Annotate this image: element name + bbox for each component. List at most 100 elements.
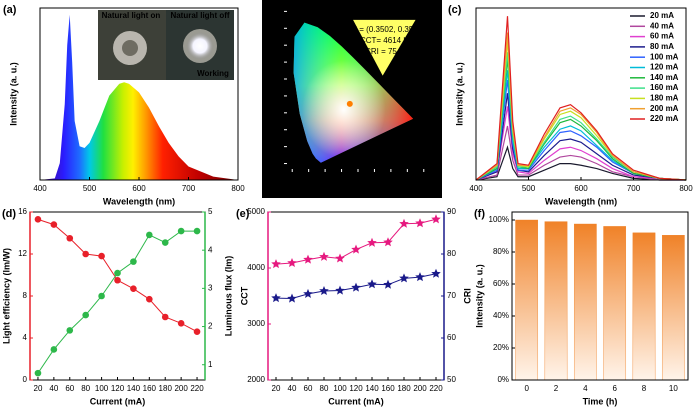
- x-tick-label: 800: [231, 184, 245, 193]
- inset-label: Working: [197, 69, 229, 78]
- x-tick-label: 8: [642, 384, 647, 393]
- legend-label: 120 mA: [650, 63, 679, 72]
- x-tick-label: 180: [397, 384, 411, 393]
- star-marker: [351, 282, 361, 292]
- x-tick-label: 20: [34, 384, 43, 393]
- circle-marker: [146, 295, 153, 303]
- y-tick-label: 0.5: [270, 74, 282, 83]
- x-tick-label: 500: [83, 184, 97, 193]
- y-tick-label: 4: [23, 333, 28, 342]
- circle-marker: [193, 227, 201, 235]
- callout: [353, 19, 416, 76]
- led-off-core: [122, 40, 138, 56]
- legend-label: 200 mA: [650, 104, 679, 113]
- y2-tick-label: 3: [208, 283, 213, 292]
- spectrum-area: [40, 14, 238, 180]
- x-tick-label: 0.3: [336, 176, 348, 185]
- x-tick-label: 0.6: [385, 176, 397, 185]
- x-tick-label: 120: [111, 384, 125, 393]
- spectrum-line: [475, 70, 687, 181]
- y-tick-label: 0.8: [270, 23, 282, 32]
- star-marker: [303, 288, 313, 298]
- spectrum-line: [475, 80, 687, 181]
- y-tick-label: 0: [23, 375, 28, 384]
- x-axis-label: Current (mA): [90, 396, 146, 406]
- x-tick-label: 80: [320, 384, 329, 393]
- inset-label: Natural light on: [102, 11, 161, 20]
- x-tick-label: 100: [95, 384, 109, 393]
- star-marker: [319, 285, 329, 296]
- x-tick-label: 100: [333, 384, 347, 393]
- star-marker: [415, 218, 425, 228]
- star-marker: [287, 293, 297, 303]
- circle-marker: [34, 216, 42, 223]
- y-tick-label: 80%: [493, 247, 509, 256]
- y-tick-label: 100%: [489, 215, 509, 224]
- x-tick-label: 200: [413, 384, 427, 393]
- star-marker: [399, 273, 409, 283]
- y2-axis-label: Luminous flux (lm): [223, 256, 233, 337]
- series-line: [275, 218, 437, 265]
- y-tick-label: 0%: [497, 375, 509, 384]
- y2-tick-label: 2: [208, 322, 213, 331]
- y-tick-label: 0.2: [270, 125, 282, 134]
- cie-gamut-white: [293, 22, 414, 163]
- y2-axis-label: CRI: [462, 288, 472, 304]
- bar: [573, 223, 597, 381]
- x-tick-label: 0.2: [320, 176, 332, 185]
- cie-point: [346, 100, 353, 107]
- x-tick-label: 40: [49, 384, 58, 393]
- legend-label: 180 mA: [650, 94, 679, 103]
- y-axis-label: CCT: [239, 286, 249, 305]
- y-axis-label: Intensity (a. u.): [474, 264, 484, 328]
- star-marker: [335, 285, 345, 295]
- bar: [661, 234, 685, 381]
- bar: [603, 226, 627, 381]
- star-marker: [303, 254, 313, 264]
- panel-label: (e): [236, 208, 250, 220]
- star-marker: [415, 272, 425, 282]
- y-tick-label: 16: [18, 207, 27, 216]
- y2-tick-label: 50: [447, 375, 456, 384]
- star-marker: [367, 237, 377, 247]
- legend-label: 80 mA: [650, 42, 674, 51]
- circle-marker: [177, 227, 185, 235]
- x-tick-label: 160: [381, 384, 395, 393]
- y-tick-label: 0.4: [270, 91, 282, 100]
- y-tick-label: 20%: [493, 343, 509, 352]
- legend-label: 220 mA: [650, 114, 679, 123]
- panel-label: (b): [264, 4, 278, 16]
- star-marker: [383, 279, 393, 289]
- x-tick-label: 0.7: [402, 176, 414, 185]
- inset-photos: [98, 10, 234, 80]
- x-tick-label: 0.1: [303, 176, 315, 185]
- x-tick-label: 2: [554, 384, 559, 393]
- x-tick-label: 120: [349, 384, 363, 393]
- x-tick-label: 400: [33, 184, 47, 193]
- x-axis-label: Time (h): [583, 396, 618, 406]
- y-tick-label: 12: [18, 249, 27, 258]
- circle-marker: [161, 313, 169, 321]
- y-tick-label: 0.7: [270, 40, 282, 49]
- circle-marker: [50, 346, 58, 353]
- circle-marker: [82, 311, 89, 319]
- circle-marker: [66, 234, 74, 242]
- y-tick-label: 5000: [247, 207, 265, 216]
- y-tick-label: 3000: [247, 319, 265, 328]
- x-tick-label: 160: [143, 384, 157, 393]
- plot-frame: [29, 211, 206, 381]
- x-axis-label: Wavelength (nm): [103, 196, 175, 206]
- circle-marker: [146, 231, 153, 239]
- bar: [515, 219, 539, 381]
- y-tick-label: 40%: [493, 311, 509, 320]
- x-tick-label: 140: [365, 384, 379, 393]
- y-tick-label: 0.6: [270, 57, 282, 66]
- x-tick-label: 40: [288, 384, 297, 393]
- x-tick-label: 600: [132, 184, 146, 193]
- circle-marker: [66, 327, 74, 334]
- x-tick-label: 200: [174, 384, 188, 393]
- y-axis-label: Intensity (a. u.): [454, 62, 464, 126]
- x-tick-label: 500: [522, 184, 536, 193]
- y-tick-label: 60%: [493, 279, 509, 288]
